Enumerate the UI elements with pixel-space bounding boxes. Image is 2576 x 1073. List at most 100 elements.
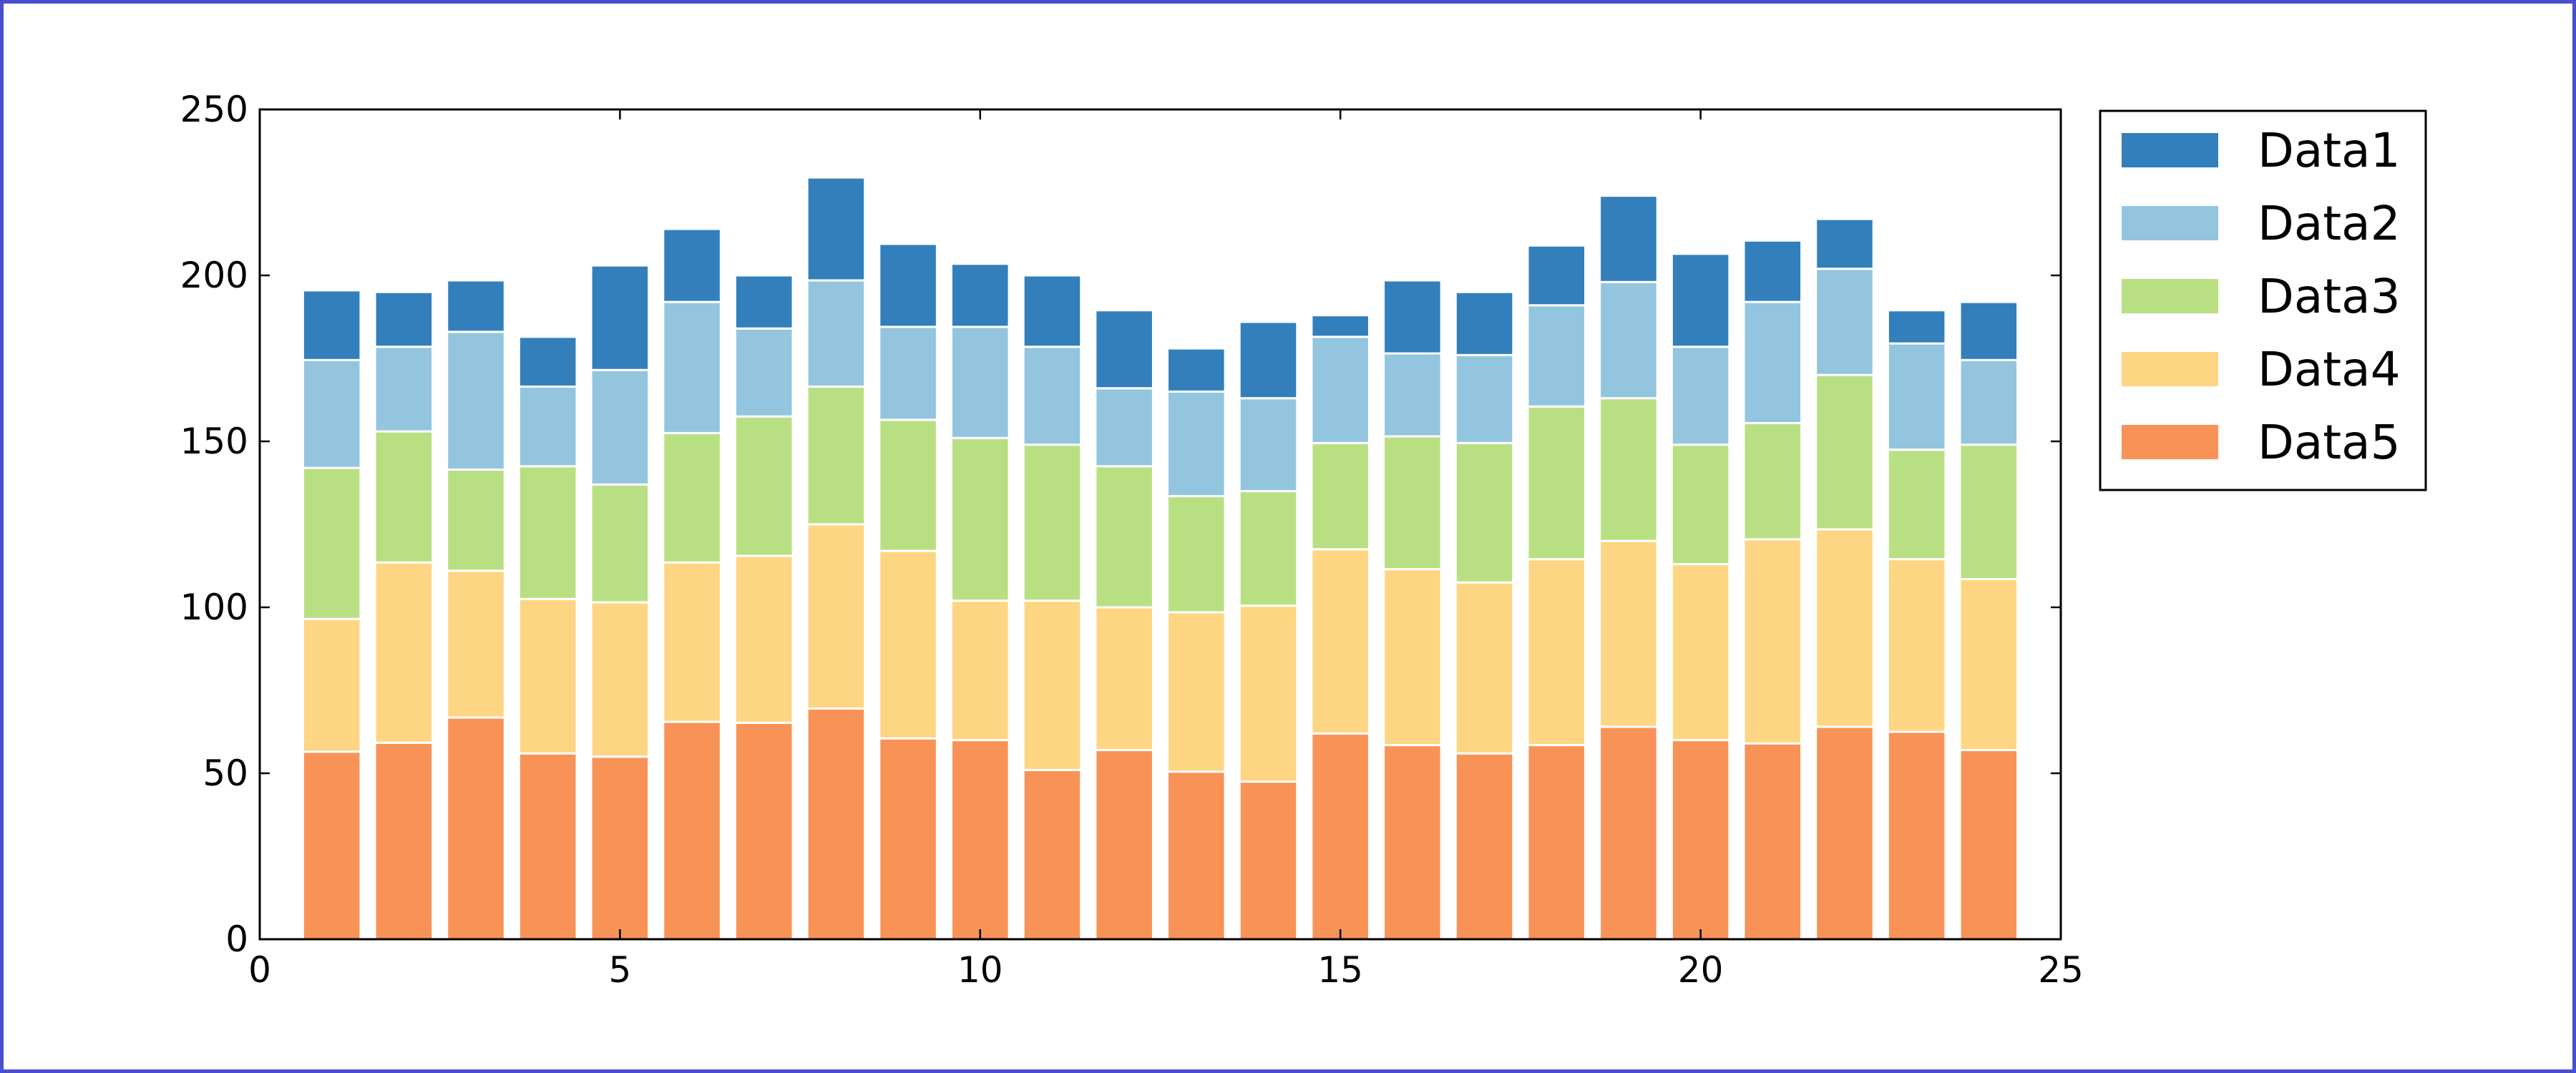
bar-data5-17 — [1454, 752, 1515, 941]
bar-data5-5 — [590, 755, 650, 941]
bar-data3-15 — [1310, 441, 1370, 551]
bar-data2-11 — [1022, 346, 1083, 446]
bar-data5-19 — [1599, 725, 1659, 941]
bar-data1-11 — [1022, 274, 1083, 348]
bar-data5-23 — [1886, 730, 1947, 941]
bar-data5-9 — [878, 737, 938, 941]
bar-data3-20 — [1670, 444, 1731, 566]
bar-data3-10 — [950, 436, 1010, 602]
bar-data2-15 — [1310, 335, 1370, 444]
bar-data4-7 — [733, 554, 794, 724]
bar-data1-18 — [1526, 244, 1587, 307]
bar-data1-22 — [1815, 217, 1875, 270]
bar-data5-2 — [374, 741, 434, 941]
bar-data5-4 — [517, 752, 578, 941]
bar-data1-19 — [1599, 195, 1659, 283]
legend-label-data3: Data3 — [2258, 269, 2401, 324]
bar-data3-9 — [878, 418, 938, 552]
bar-data2-17 — [1454, 353, 1515, 444]
bar-data4-21 — [1742, 538, 1803, 745]
bar-data1-9 — [878, 242, 938, 328]
bar-data4-20 — [1670, 563, 1731, 742]
bar-data2-20 — [1670, 346, 1731, 446]
y-tick-label-0: 0 — [225, 918, 248, 960]
bar-data1-20 — [1670, 253, 1731, 348]
bars — [301, 176, 2019, 941]
bar-data3-17 — [1454, 441, 1515, 584]
bar-data5-14 — [1238, 780, 1299, 941]
bar-data3-18 — [1526, 405, 1587, 561]
bar-data4-24 — [1958, 578, 2019, 752]
bar-data5-3 — [446, 716, 506, 941]
bar-data1-16 — [1382, 279, 1443, 355]
series-data1 — [301, 176, 2019, 400]
bar-data2-21 — [1742, 300, 1803, 424]
bar-data2-23 — [1886, 342, 1947, 451]
bar-data5-13 — [1166, 770, 1226, 941]
x-tick-label-5: 5 — [608, 949, 631, 991]
bar-data1-10 — [950, 263, 1010, 328]
legend-label-data4: Data4 — [2258, 342, 2401, 397]
bar-data4-1 — [301, 617, 362, 753]
bar-data3-2 — [374, 430, 434, 564]
bar-data1-7 — [733, 274, 794, 330]
bar-data3-22 — [1815, 373, 1875, 531]
x-tick-label-0: 0 — [248, 949, 271, 991]
bar-data1-15 — [1310, 314, 1370, 338]
bar-data5-20 — [1670, 739, 1731, 941]
x-tick-label-25: 25 — [2038, 949, 2084, 991]
bar-data4-8 — [806, 523, 867, 710]
plot-area — [258, 108, 2062, 941]
bar-data1-23 — [1886, 309, 1947, 345]
bar-data2-1 — [301, 358, 362, 469]
bar-data2-5 — [590, 368, 650, 486]
bar-data1-12 — [1094, 309, 1154, 390]
bar-data4-14 — [1238, 604, 1299, 783]
bar-data2-9 — [878, 325, 938, 421]
bar-data4-16 — [1382, 568, 1443, 747]
bar-data4-17 — [1454, 581, 1515, 755]
bar-data1-8 — [806, 176, 867, 282]
legend-swatch-data5 — [2122, 425, 2218, 459]
bar-data3-16 — [1382, 435, 1443, 571]
bar-data5-16 — [1382, 744, 1443, 941]
bar-data3-11 — [1022, 444, 1083, 602]
legend-label-data2: Data2 — [2258, 196, 2401, 251]
bar-data3-21 — [1742, 421, 1803, 541]
bar-data3-14 — [1238, 490, 1299, 607]
bar-data2-10 — [950, 325, 1010, 439]
bar-data4-4 — [517, 597, 578, 755]
bar-data5-18 — [1526, 744, 1587, 941]
bar-data5-6 — [662, 720, 722, 941]
bar-data3-19 — [1599, 397, 1659, 542]
bar-data5-7 — [733, 721, 794, 941]
series-data3 — [301, 373, 2019, 620]
legend-swatch-data1 — [2122, 133, 2218, 167]
bar-data4-9 — [878, 549, 938, 740]
bar-data2-16 — [1382, 352, 1443, 438]
bar-data1-17 — [1454, 290, 1515, 356]
bar-data2-6 — [662, 300, 722, 434]
bar-data3-12 — [1094, 465, 1154, 609]
bar-data5-15 — [1310, 732, 1370, 941]
bar-data3-1 — [301, 466, 362, 620]
bar-data4-6 — [662, 561, 722, 723]
bar-data3-5 — [590, 483, 650, 604]
bar-data3-7 — [733, 415, 794, 557]
bar-data1-6 — [662, 227, 722, 303]
bar-data5-22 — [1815, 725, 1875, 941]
legend-swatch-data2 — [2122, 206, 2218, 240]
bar-data1-3 — [446, 279, 506, 333]
bar-data5-1 — [301, 750, 362, 941]
bar-data2-18 — [1526, 304, 1587, 408]
bar-data5-24 — [1958, 749, 2019, 941]
bar-data2-3 — [446, 330, 506, 471]
y-tick-label-100: 100 — [180, 587, 248, 628]
bar-data5-8 — [806, 707, 867, 941]
bar-data1-13 — [1166, 347, 1226, 393]
bar-data2-4 — [517, 385, 578, 468]
legend: Data1 Data2 Data3 Data4 Data5 — [2099, 109, 2427, 491]
